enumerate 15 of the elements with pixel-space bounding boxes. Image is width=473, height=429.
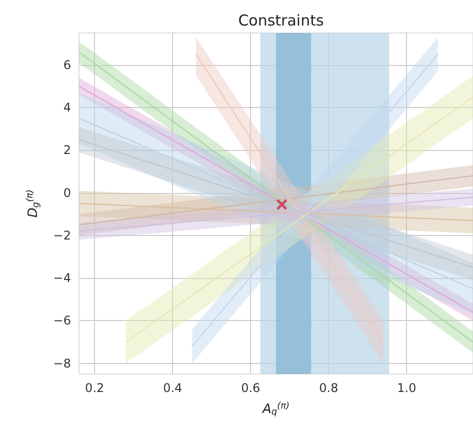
y-axis-title: Dg(π) (26, 189, 42, 218)
y-tick-label: −6 (53, 314, 71, 328)
chart-title: Constraints (238, 12, 324, 30)
x-tick-label: 0.2 (85, 381, 104, 395)
y-tick-label: 2 (63, 143, 71, 158)
x-tick-label: 1.0 (397, 381, 416, 395)
y-tick-label: 4 (63, 100, 71, 115)
y-tick-label: −2 (53, 228, 71, 242)
y-tick-label: 0 (63, 186, 71, 200)
y-tick-label: −8 (53, 356, 71, 370)
x-tick-label: 0.6 (241, 381, 260, 395)
y-tick-label: 6 (63, 58, 71, 72)
x-tick-label: 0.8 (319, 381, 338, 395)
x-tick-label: 0.4 (163, 381, 182, 395)
y-tick-label: −4 (53, 271, 71, 286)
